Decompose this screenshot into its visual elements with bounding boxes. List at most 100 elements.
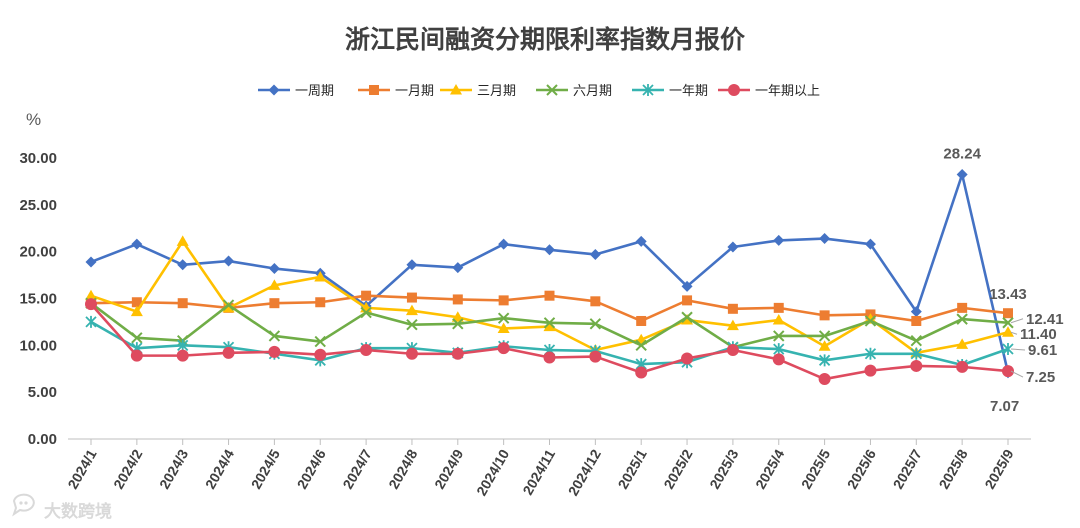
data-point <box>544 244 555 256</box>
data-point <box>635 339 647 352</box>
data-point <box>222 346 235 359</box>
legend-label: 一月期 <box>395 84 434 99</box>
x-tick-label: 2024/3 <box>156 446 191 491</box>
legend-marker <box>369 85 379 95</box>
data-point <box>1002 342 1014 355</box>
legend: 一周期 一月期 三月期 六月期 一年期 一年期以上 <box>258 84 820 99</box>
y-tick-label: 5.00 <box>28 384 57 401</box>
x-tick-label: 2025/6 <box>844 446 879 491</box>
y-tick-label: 30.00 <box>19 150 57 167</box>
x-tick-label: 2025/5 <box>798 446 833 491</box>
data-point <box>911 315 922 326</box>
x-tick-label: 2024/6 <box>294 446 329 491</box>
data-point <box>772 353 785 366</box>
data-point <box>314 335 326 348</box>
data-point <box>543 317 556 329</box>
data-label: 13.43 <box>989 286 1027 303</box>
data-point <box>635 235 647 247</box>
data-point <box>1002 317 1014 329</box>
series-4 <box>85 297 1014 353</box>
data-point <box>498 238 510 250</box>
data-point <box>956 168 968 180</box>
data-point <box>543 351 556 364</box>
data-point <box>819 310 830 321</box>
data-label-leader <box>1010 348 1026 351</box>
x-tick-label: 2025/7 <box>890 446 925 491</box>
data-point <box>682 295 693 306</box>
series-2 <box>86 290 1013 326</box>
data-point <box>864 364 877 377</box>
data-point <box>451 347 464 360</box>
x-tick-label: 2024/1 <box>64 446 99 491</box>
data-point <box>818 340 831 351</box>
legend-item: 一年期 <box>632 84 708 99</box>
data-point <box>452 294 463 305</box>
y-tick-label: 0.00 <box>28 431 57 448</box>
legend-marker <box>642 84 654 96</box>
data-point <box>176 349 189 362</box>
legend-item: 三月期 <box>440 84 516 99</box>
data-point <box>727 241 739 253</box>
data-point <box>956 360 969 373</box>
data-point <box>314 348 327 361</box>
data-point <box>864 315 877 327</box>
y-tick-label: 20.00 <box>19 244 57 261</box>
data-point <box>543 320 556 332</box>
data-point <box>222 299 235 311</box>
data-point <box>589 350 602 363</box>
data-point <box>360 344 373 357</box>
y-axis-unit-label: % <box>26 110 41 129</box>
data-point <box>452 318 464 330</box>
legend-marker <box>450 84 462 95</box>
data-point <box>85 315 97 328</box>
data-point <box>176 235 189 246</box>
y-tick-label: 25.00 <box>19 197 57 214</box>
data-point <box>956 338 969 349</box>
series-3 <box>85 235 1014 358</box>
data-point <box>1002 326 1014 337</box>
x-tick-label: 2025/1 <box>615 446 650 491</box>
data-point <box>405 347 418 360</box>
data-point <box>819 233 831 245</box>
legend-label: 三月期 <box>477 84 516 99</box>
x-tick-label: 2024/4 <box>202 446 237 491</box>
data-point <box>177 259 189 271</box>
data-point <box>85 289 97 301</box>
data-point <box>1002 365 1014 378</box>
x-tick-label: 2024/7 <box>339 446 374 491</box>
data-point <box>635 366 648 379</box>
legend-label: 一周期 <box>295 84 334 99</box>
data-point <box>773 343 785 356</box>
data-point <box>268 279 281 290</box>
data-point <box>773 302 784 313</box>
data-point <box>268 263 280 275</box>
x-tick-label: 2024/10 <box>473 446 512 498</box>
data-point <box>451 311 464 322</box>
data-point <box>177 339 189 352</box>
series-layer <box>85 168 1014 386</box>
data-point <box>726 344 739 357</box>
data-point <box>314 270 327 282</box>
legend-item: 一年期以上 <box>718 84 820 99</box>
data-point <box>131 332 143 344</box>
data-point <box>636 315 647 326</box>
data-point <box>361 290 372 301</box>
data-point <box>130 305 143 317</box>
data-label: 11.40 <box>1020 326 1057 343</box>
data-point <box>405 304 418 316</box>
x-tick-label: 2024/8 <box>385 446 420 491</box>
x-tick-label: 2024/12 <box>565 446 604 498</box>
data-label-leader <box>1010 318 1024 324</box>
data-point <box>772 314 785 325</box>
legend-marker <box>728 84 740 96</box>
data-point <box>818 330 831 342</box>
legend-label: 一年期以上 <box>755 84 820 99</box>
data-label: 28.24 <box>943 145 981 162</box>
data-point <box>544 290 555 301</box>
data-point <box>497 312 510 324</box>
data-point <box>498 295 509 306</box>
data-label: 9.61 <box>1028 342 1057 359</box>
data-point <box>130 349 143 362</box>
watermark: 大数跨境 <box>12 493 112 522</box>
